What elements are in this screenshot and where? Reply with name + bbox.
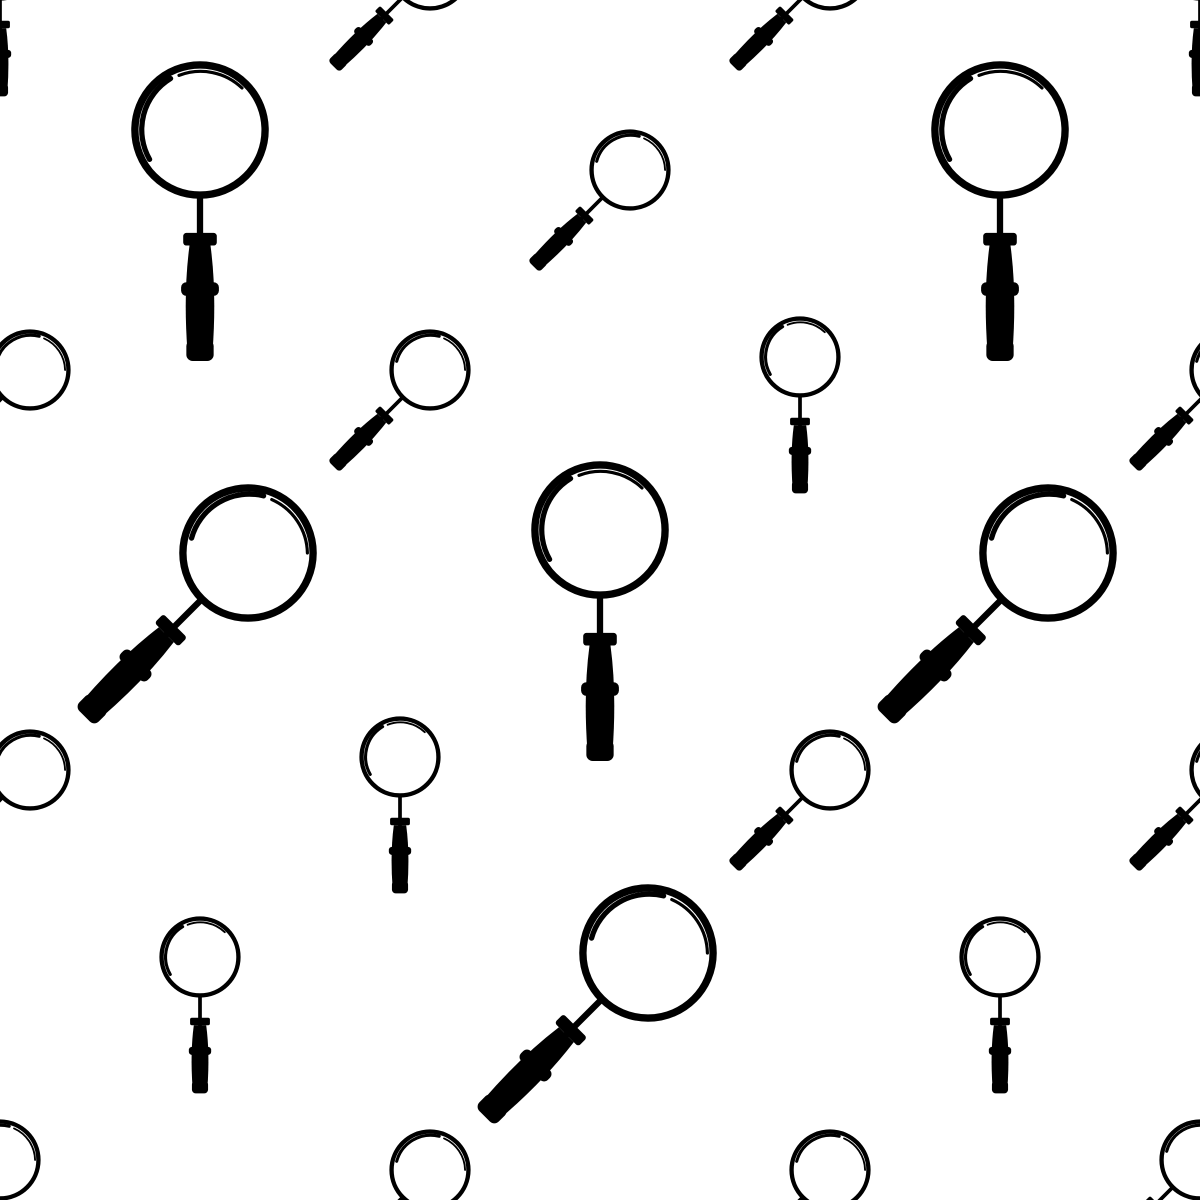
magnifying-glass-icon <box>0 1106 54 1200</box>
magnifying-glass-icon <box>135 65 265 361</box>
magnifying-glass-icon <box>962 919 1039 1094</box>
magnifying-glass-icon <box>306 1116 484 1200</box>
magnifying-glass-icon <box>439 861 740 1162</box>
magnifying-glass-icon <box>762 319 839 494</box>
magnifying-glass-icon <box>506 116 684 294</box>
magnifying-glass-icon <box>535 465 665 761</box>
magnifying-glass-icon <box>162 919 239 1094</box>
magnifying-glass-icon <box>1106 316 1200 494</box>
magnifying-glass-icon <box>306 0 484 94</box>
magnifying-glass-icon <box>362 719 439 894</box>
magnifying-glass-icon <box>1106 716 1200 894</box>
magnifying-glass-icon <box>306 316 484 494</box>
magnifying-glass-icon <box>935 65 1065 361</box>
magnifying-glass-icon <box>39 461 340 762</box>
magnifying-glass-icon <box>839 461 1140 762</box>
magnifying-glass-icon <box>0 716 84 894</box>
magnifying-glass-icon <box>1076 1106 1200 1200</box>
magnifying-glass-icon <box>0 0 38 96</box>
magnifying-glass-icon <box>706 0 884 94</box>
magnifying-glass-icon <box>1162 0 1200 96</box>
magnifying-glass-icon <box>706 716 884 894</box>
magnifying-glass-icon <box>706 1116 884 1200</box>
magnifying-glass-icon <box>0 316 84 494</box>
